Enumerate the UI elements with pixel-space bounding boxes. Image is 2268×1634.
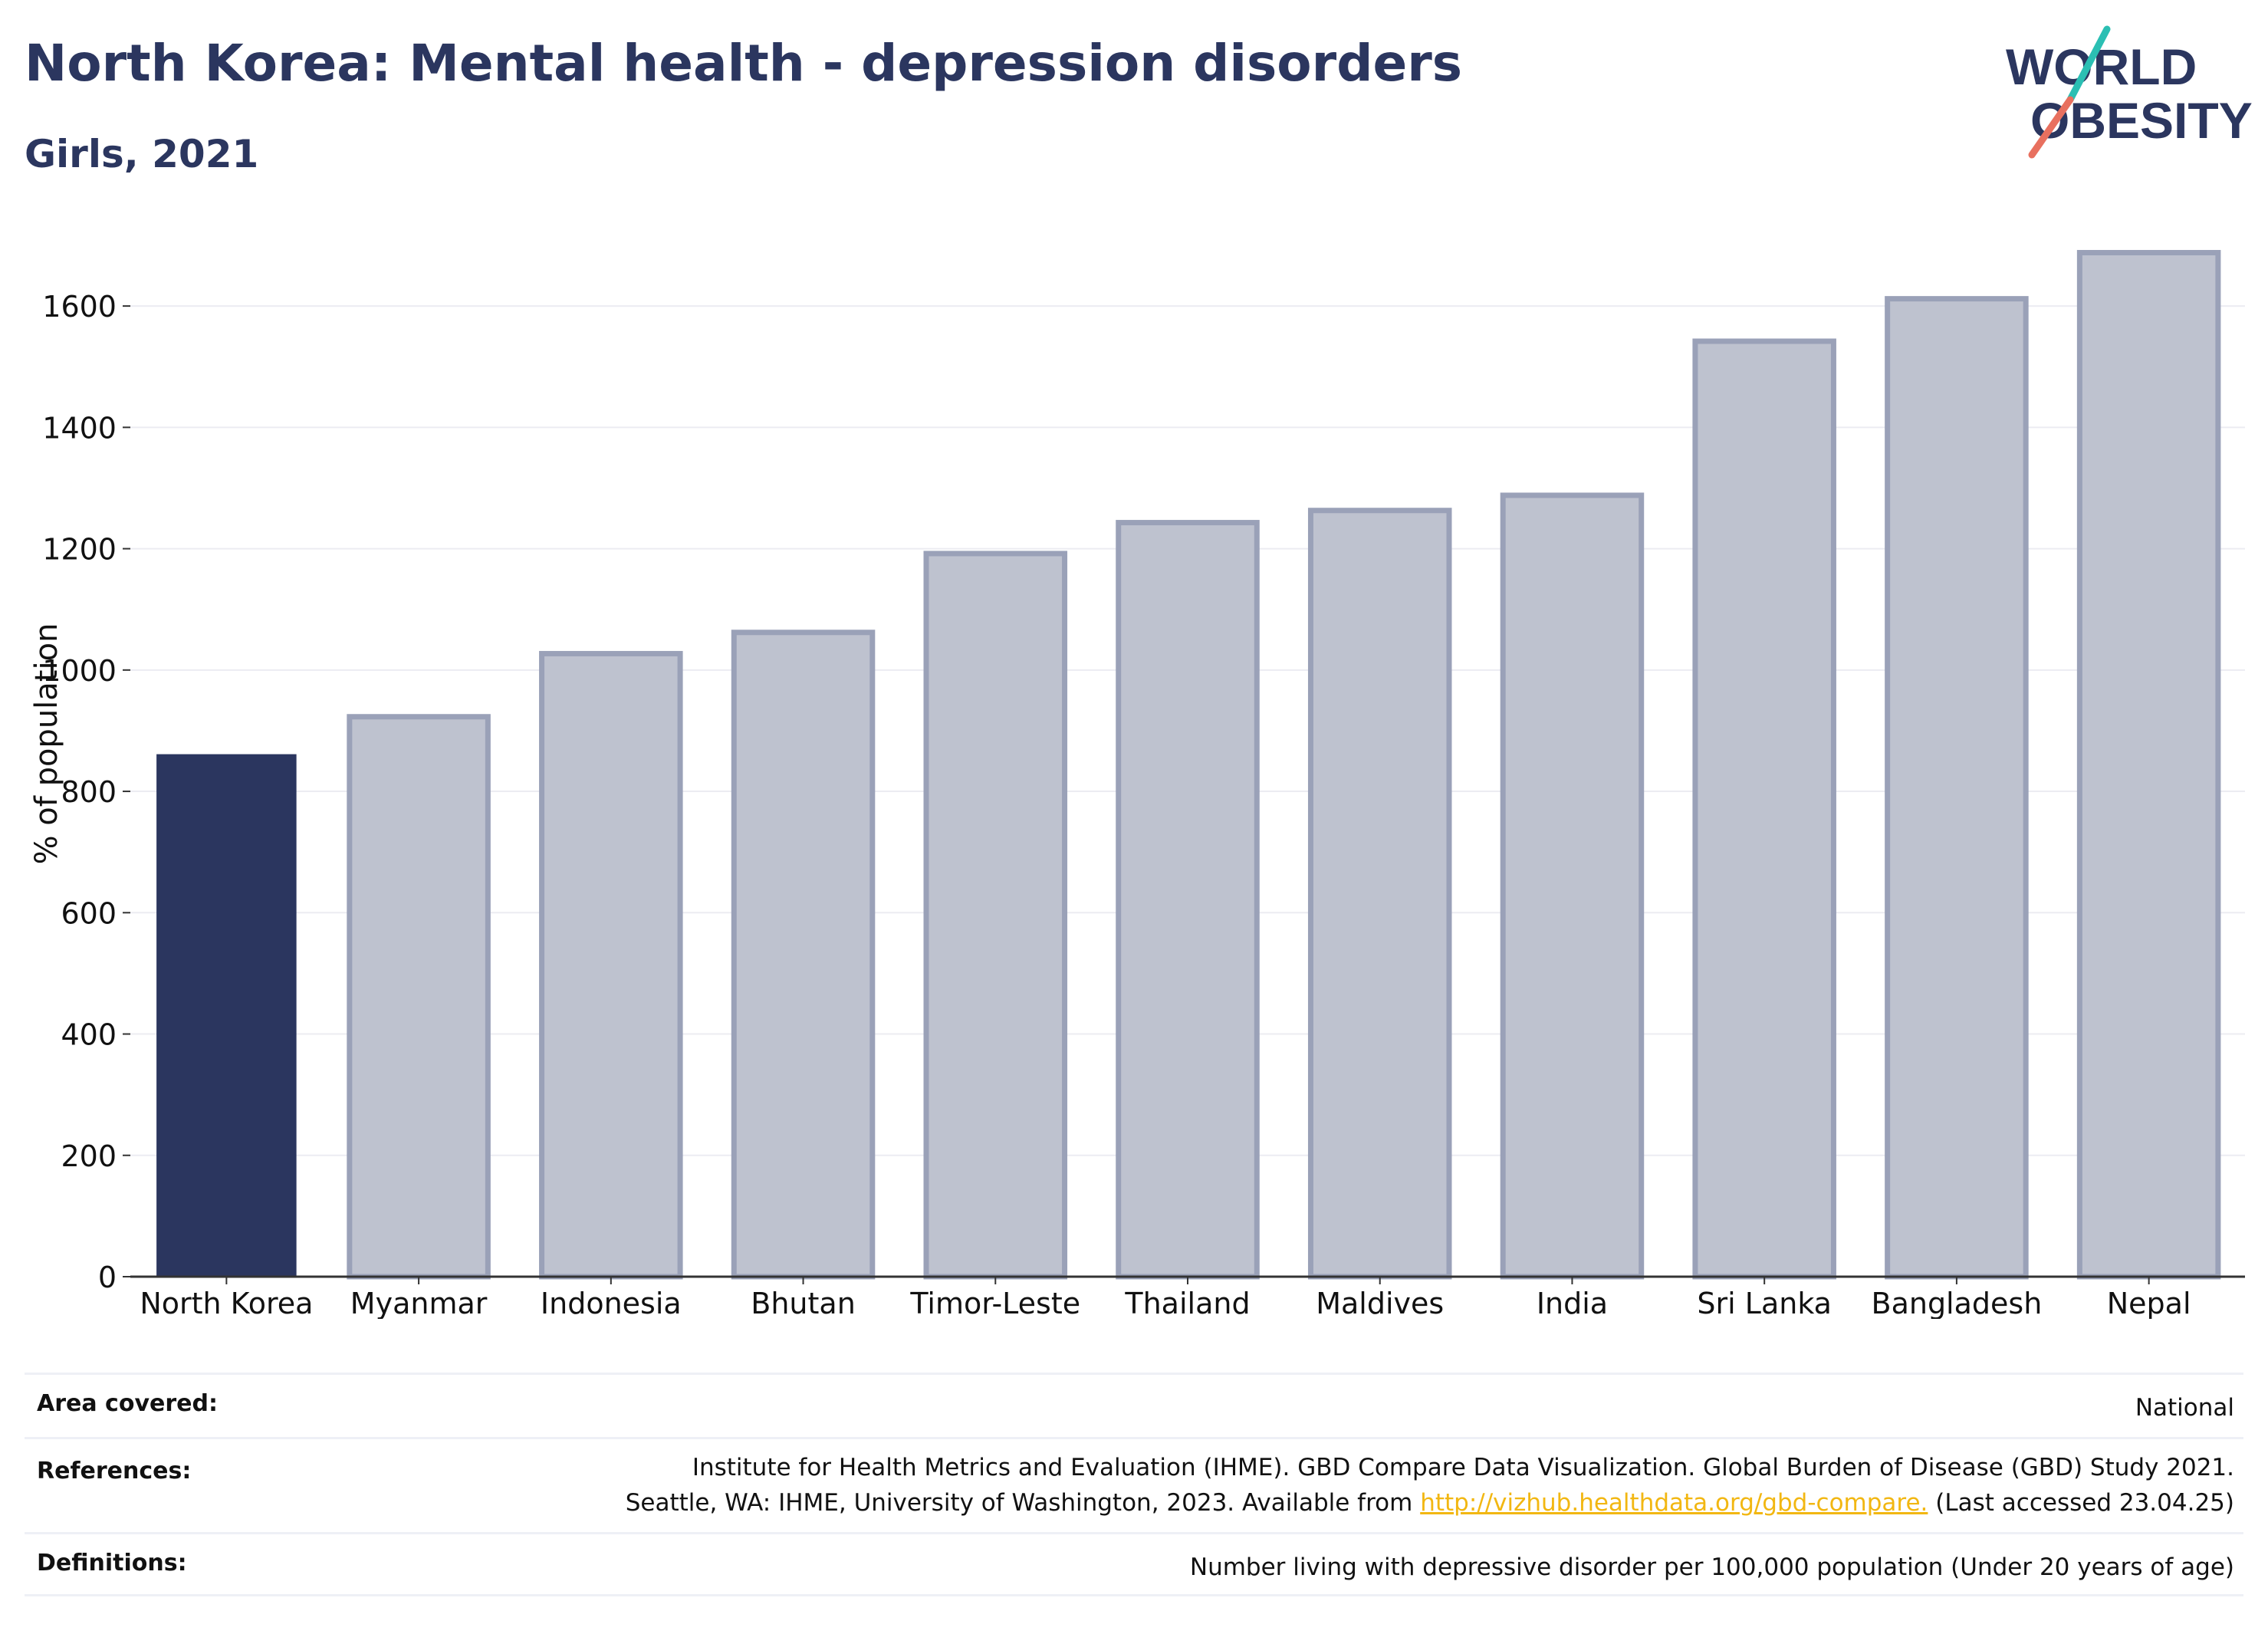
references-value: Institute for Health Metrics and Evaluat… [626, 1450, 2234, 1521]
logo-line2: OBESITY [2030, 92, 2253, 149]
y-tick-label: 1200 [42, 533, 117, 567]
area-value: National [2135, 1394, 2234, 1422]
references-line2: Seattle, WA: IHME, University of Washing… [626, 1485, 2234, 1521]
meta-row-references: References: Institute for Health Metrics… [25, 1437, 2243, 1532]
bar-myanmar [347, 714, 491, 1280]
x-tick-label: Bhutan [751, 1287, 856, 1319]
x-tick-label: Nepal [2107, 1287, 2191, 1319]
definitions-label: Definitions: [37, 1550, 187, 1576]
references-label: References: [37, 1458, 192, 1484]
bar-bangladesh [1885, 296, 2029, 1280]
references-link[interactable]: http://vizhub.healthdata.org/gbd-compare… [1420, 1489, 1928, 1517]
meta-row-definitions: Definitions: Number living with depressi… [25, 1532, 2243, 1596]
chart-subtitle: Girls, 2021 [25, 132, 259, 176]
y-axis-label: % of population [29, 623, 64, 865]
bar-chart: 0 200 400 600 800 1000 1200 1400 1600 North Korea… [29, 249, 2245, 1319]
metadata-table: Area covered: National References: Insti… [25, 1373, 2243, 1596]
area-label: Area covered: [37, 1390, 218, 1417]
x-tick-label: India [1537, 1287, 1608, 1319]
references-line2-post: (Last accessed 23.04.25) [1928, 1489, 2234, 1517]
x-tick-label: Maldives [1316, 1287, 1444, 1319]
x-tick-label: Indonesia [541, 1287, 682, 1319]
bar-nepal [2076, 249, 2221, 1280]
chart-title: North Korea: Mental health - depression … [25, 34, 1463, 93]
bar-bhutan [731, 630, 876, 1280]
x-tick-label: Bangladesh [1872, 1287, 2043, 1319]
meta-row-area: Area covered: National [25, 1373, 2243, 1437]
x-tick-label: Sri Lanka [1697, 1287, 1832, 1319]
bar-timor-leste [923, 551, 1068, 1280]
y-tick-label: 800 [61, 775, 117, 809]
bar-indonesia [539, 650, 683, 1280]
x-tick-label: North Korea [140, 1287, 313, 1319]
bar-india [1500, 492, 1645, 1280]
bar-sri-lanka [1692, 338, 1836, 1280]
logo-line1: WORLD [2006, 38, 2197, 95]
x-tick-label: Thailand [1124, 1287, 1250, 1319]
references-line1: Institute for Health Metrics and Evaluat… [692, 1454, 2234, 1481]
logo-slash-coral [2028, 96, 2074, 159]
y-tick-label: 400 [61, 1018, 117, 1052]
bar-thailand [1116, 520, 1260, 1280]
bar-maldives [1307, 508, 1452, 1280]
axes: 0 200 400 600 800 1000 1200 1400 1600 North Korea… [42, 290, 2245, 1319]
x-tick-label: Timor-Leste [909, 1287, 1080, 1319]
y-tick-label: 600 [61, 896, 117, 930]
logo-slash-teal [2066, 25, 2111, 104]
y-tick-label: 1600 [42, 290, 117, 324]
y-tick-label: 1000 [42, 654, 117, 688]
y-tick-label: 200 [61, 1139, 117, 1173]
y-tick-label: 0 [98, 1261, 117, 1294]
world-obesity-logo: WORLD OBESITY [2006, 25, 2253, 159]
x-tick-label: Myanmar [350, 1287, 488, 1319]
y-tick-label: 1400 [42, 411, 117, 445]
bar-north-korea [156, 754, 297, 1277]
bars [156, 249, 2221, 1280]
definitions-value: Number living with depressive disorder p… [1189, 1553, 2234, 1581]
references-line2-pre: Seattle, WA: IHME, University of Washing… [625, 1489, 1421, 1517]
